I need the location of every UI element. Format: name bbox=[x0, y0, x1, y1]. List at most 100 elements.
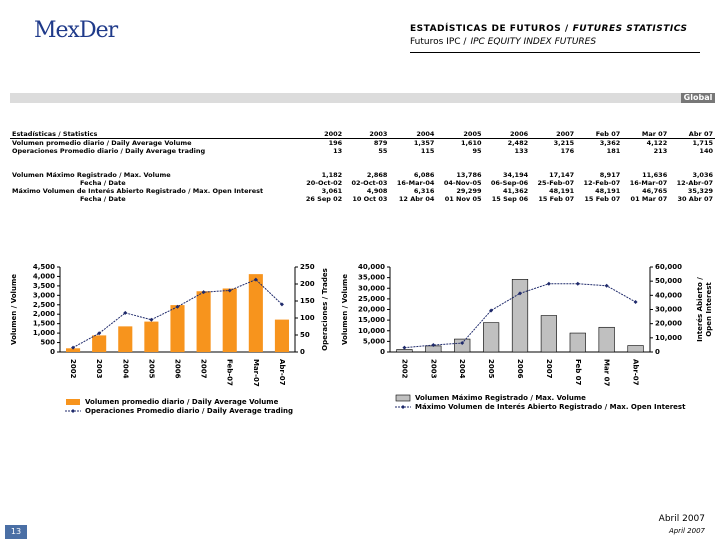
row-label: Estadísticas / Statistics bbox=[10, 130, 299, 139]
line-marker bbox=[227, 288, 232, 293]
cell: 176 bbox=[560, 147, 575, 155]
cell: 2005 bbox=[436, 130, 484, 139]
legend-marker bbox=[401, 405, 405, 409]
cell: Feb 07 bbox=[576, 130, 623, 139]
date-en: April 2007 bbox=[668, 527, 705, 535]
cell: 3,036 bbox=[692, 171, 713, 179]
cell: 12 Abr 04 bbox=[398, 195, 435, 203]
cell: Abr 07 bbox=[669, 130, 715, 139]
y2-tick-label: 250 bbox=[300, 263, 315, 271]
cell: 2006 bbox=[483, 130, 531, 139]
y2-tick-label: 20,000 bbox=[655, 320, 682, 328]
cell: 1,182 bbox=[321, 171, 343, 179]
row-label: Volumen Máximo Registrado / Max. Volume bbox=[12, 171, 171, 179]
cell: 26 Sep 02 bbox=[305, 195, 343, 203]
y-axis-label: Volumen / Volume bbox=[10, 274, 18, 345]
cell: 2,482 bbox=[507, 139, 529, 147]
cell: 17,147 bbox=[549, 171, 575, 179]
bar bbox=[66, 348, 81, 352]
cell: 8,917 bbox=[599, 171, 621, 179]
cell: 181 bbox=[606, 147, 621, 155]
table-row: Fecha / Date 26 Sep 02 10 Oct 03 12 Abr 04 0… bbox=[10, 195, 715, 203]
line-marker bbox=[489, 308, 494, 313]
y-tick-label: 15,000 bbox=[358, 316, 385, 324]
cell: 4,122 bbox=[646, 139, 668, 147]
y-tick-label: 35,000 bbox=[358, 274, 385, 282]
x-tick-label: 2007 bbox=[200, 359, 208, 379]
cell: Mar 07 bbox=[622, 130, 670, 139]
y2-tick-label: 40,000 bbox=[655, 291, 682, 299]
legend-label: Volumen Máximo Registrado / Max. Volume bbox=[415, 394, 586, 402]
cell: 02-Oct-03 bbox=[351, 179, 388, 187]
cell: 3,215 bbox=[553, 139, 575, 147]
cell: 2002 bbox=[298, 130, 345, 139]
cell: 3,061 bbox=[321, 187, 343, 195]
bar bbox=[598, 326, 615, 353]
cell: 115 bbox=[420, 147, 435, 155]
cell: 48,191 bbox=[549, 187, 575, 195]
cell: 29,299 bbox=[456, 187, 482, 195]
legend-label: Máximo Volumen de Interés Abierto Regist… bbox=[415, 403, 686, 411]
line-marker bbox=[123, 310, 128, 315]
y-tick-label: 20,000 bbox=[358, 306, 385, 314]
bar bbox=[540, 315, 557, 353]
row-label: Fecha / Date bbox=[80, 195, 126, 203]
title: ESTADÍSTICAS DE FUTUROS / FUTURES STATIST… bbox=[410, 24, 688, 34]
cell: 2004 bbox=[389, 130, 437, 139]
y-tick-label: 4,500 bbox=[33, 263, 55, 271]
y2-axis-label: Interés Abierto / bbox=[696, 277, 704, 342]
cell: 3,362 bbox=[599, 139, 621, 147]
cell: 06-Sep-06 bbox=[490, 179, 529, 187]
bar bbox=[144, 321, 159, 352]
cell: 15 Sep 06 bbox=[491, 195, 529, 203]
x-tick-label: Mar 07 bbox=[603, 359, 611, 386]
bar bbox=[274, 319, 289, 352]
y-tick-label: 2,500 bbox=[33, 301, 55, 309]
x-tick-label: Feb-07 bbox=[226, 359, 234, 386]
stats-table: Estadísticas / Statistics 2002 2003 2004 200… bbox=[10, 130, 715, 203]
cell: 48,191 bbox=[595, 187, 621, 195]
cell: 35,329 bbox=[687, 187, 713, 195]
table-row: Fecha / Date 20-Oct-02 02-Oct-03 16-Mar-04 0… bbox=[10, 179, 715, 187]
y-tick-label: 0 bbox=[380, 348, 385, 356]
title-en: FUTURES STATISTICS bbox=[572, 24, 688, 34]
line-marker bbox=[431, 343, 436, 348]
line-marker bbox=[97, 331, 102, 336]
y2-tick-label: 50 bbox=[300, 331, 310, 339]
row-label: Fecha / Date bbox=[80, 179, 126, 187]
cell: 213 bbox=[653, 147, 668, 155]
x-tick-label: 2006 bbox=[174, 359, 182, 379]
y-tick-label: 4,000 bbox=[33, 272, 55, 280]
line-marker bbox=[518, 291, 522, 296]
table-row: Volumen Máximo Registrado / Max. Volume 1… bbox=[10, 155, 715, 179]
y-tick-label: 3,500 bbox=[33, 282, 55, 290]
cell: 1,357 bbox=[413, 139, 435, 147]
cell: 41,362 bbox=[503, 187, 529, 195]
table-row: Máximo Volumen de Interés Abierto Regist… bbox=[10, 187, 715, 195]
x-tick-label: 2005 bbox=[147, 359, 155, 379]
y-tick-label: 40,000 bbox=[358, 263, 385, 271]
y2-axis-label: Open Interest bbox=[705, 282, 713, 337]
y-tick-label: 10,000 bbox=[358, 327, 385, 335]
cell: 10 Oct 03 bbox=[352, 195, 388, 203]
y2-tick-label: 10,000 bbox=[655, 334, 682, 342]
cell: 25-Feb-07 bbox=[537, 179, 575, 187]
line-marker bbox=[633, 299, 638, 304]
x-tick-label: 2004 bbox=[121, 359, 129, 379]
x-tick-label: 2007 bbox=[545, 359, 553, 379]
row-label: Operaciones Promedio diario / Daily Aver… bbox=[12, 147, 206, 155]
subtitle: Futuros IPC / IPC EQUITY INDEX FUTURES bbox=[410, 37, 596, 47]
cell: 140 bbox=[699, 147, 713, 155]
cell: 20-Oct-02 bbox=[306, 179, 343, 187]
cell: 95 bbox=[472, 147, 482, 155]
cell: 4,908 bbox=[366, 187, 388, 195]
table-row: Volumen promedio diario / Daily Average … bbox=[10, 139, 715, 148]
bar bbox=[118, 326, 133, 352]
y2-tick-label: 60,000 bbox=[655, 263, 682, 271]
y-tick-label: 5,000 bbox=[363, 337, 385, 345]
y2-axis-label: Operaciones / Trades bbox=[321, 268, 329, 351]
section-label: Global bbox=[681, 93, 715, 103]
bar bbox=[483, 322, 500, 353]
y-tick-label: 25,000 bbox=[358, 295, 385, 303]
